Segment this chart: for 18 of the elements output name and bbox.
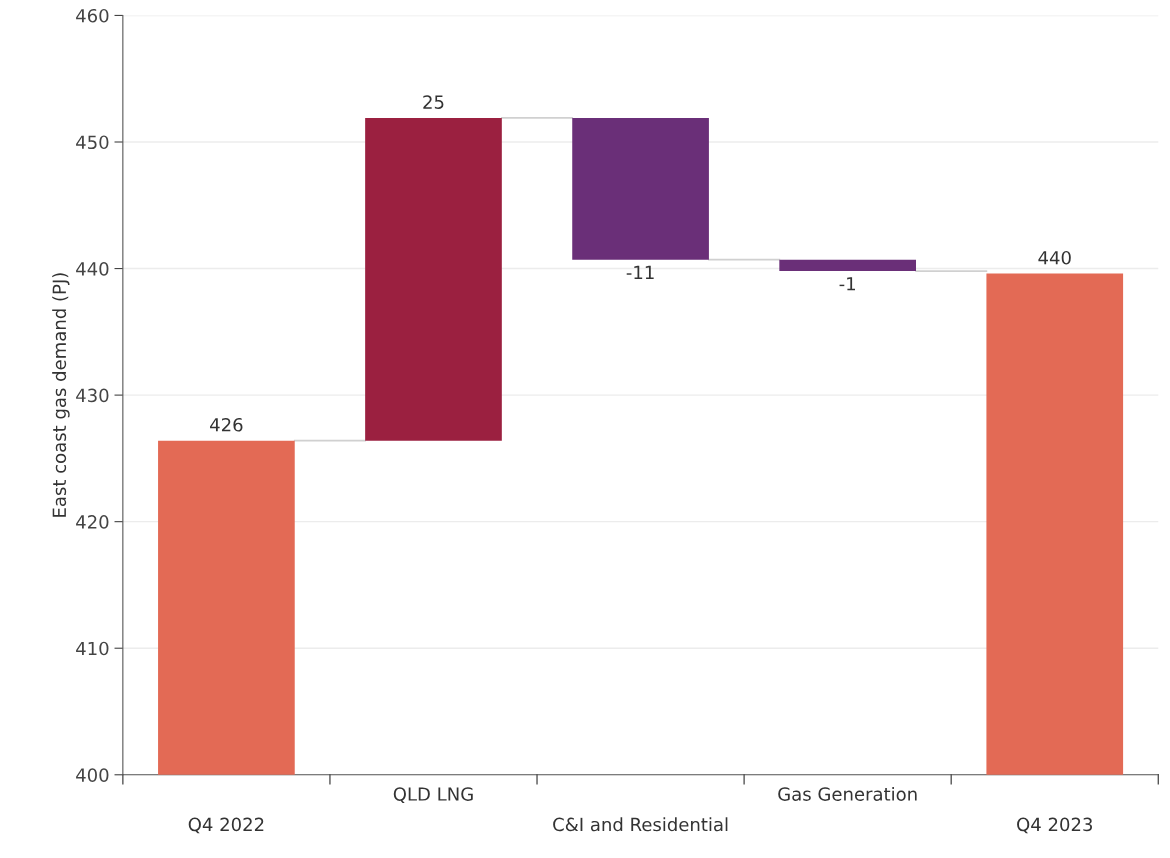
x-tick-label: QLD LNG	[393, 787, 473, 803]
data-label: -11	[626, 265, 654, 279]
x-tick-label: C&I and Residential	[553, 817, 728, 832]
y-tick-label: 440	[76, 262, 109, 276]
data-label: 25	[423, 95, 444, 109]
data-label: 440	[1038, 250, 1071, 265]
y-tick-label: 430	[76, 388, 109, 403]
y-tick-label: 450	[76, 135, 109, 150]
y-tick-label: 420	[76, 515, 109, 529]
y-tick-label: 400	[76, 768, 109, 782]
x-tick-label: Q4 2023	[1017, 817, 1092, 834]
x-tick-label: Q4 2022	[188, 817, 264, 834]
data-label: -1	[839, 277, 855, 291]
data-label: 426	[210, 417, 243, 432]
y-tick-label: 410	[76, 641, 109, 656]
x-tick-label: Gas Generation	[778, 786, 917, 801]
y-axis-title: East coast gas demand (PJ)	[52, 273, 70, 517]
y-tick-label: 460	[76, 8, 109, 23]
